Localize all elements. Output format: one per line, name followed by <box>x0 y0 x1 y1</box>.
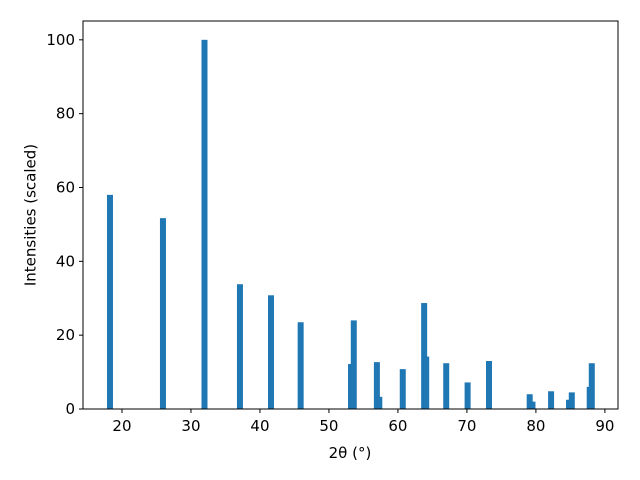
bar <box>350 320 357 409</box>
x-tick-label: 70 <box>457 417 476 435</box>
bar <box>464 382 471 409</box>
bar <box>236 284 243 409</box>
x-tick-label: 50 <box>319 417 338 435</box>
x-tick-label: 40 <box>250 417 269 435</box>
bar <box>159 218 166 409</box>
bar <box>399 369 406 409</box>
bar <box>443 363 450 409</box>
x-tick-label: 20 <box>112 417 131 435</box>
bar <box>297 322 304 409</box>
y-tick-label: 40 <box>56 252 75 270</box>
bar <box>485 361 492 409</box>
bar <box>421 303 428 409</box>
y-tick-label: 0 <box>65 400 75 418</box>
x-tick-label: 60 <box>388 417 407 435</box>
plot-frame <box>82 20 619 410</box>
x-axis-label: 2θ (°) <box>329 444 372 462</box>
bar <box>376 396 383 409</box>
bar <box>588 363 595 409</box>
x-tick-label: 90 <box>595 417 614 435</box>
bar <box>529 401 536 409</box>
y-tick-label: 60 <box>56 178 75 196</box>
bar <box>373 362 380 409</box>
x-tick-label: 30 <box>181 417 200 435</box>
x-tick-label: 80 <box>526 417 545 435</box>
y-axis-label: Intensities (scaled) <box>22 144 40 286</box>
y-tick-label: 20 <box>56 326 75 344</box>
bar <box>201 39 208 409</box>
y-tick-label: 100 <box>46 31 75 49</box>
bar <box>106 194 113 409</box>
bar <box>548 391 555 409</box>
bar <box>267 295 274 409</box>
y-tick-label: 80 <box>56 105 75 123</box>
bar <box>568 392 575 409</box>
bar <box>423 356 430 409</box>
